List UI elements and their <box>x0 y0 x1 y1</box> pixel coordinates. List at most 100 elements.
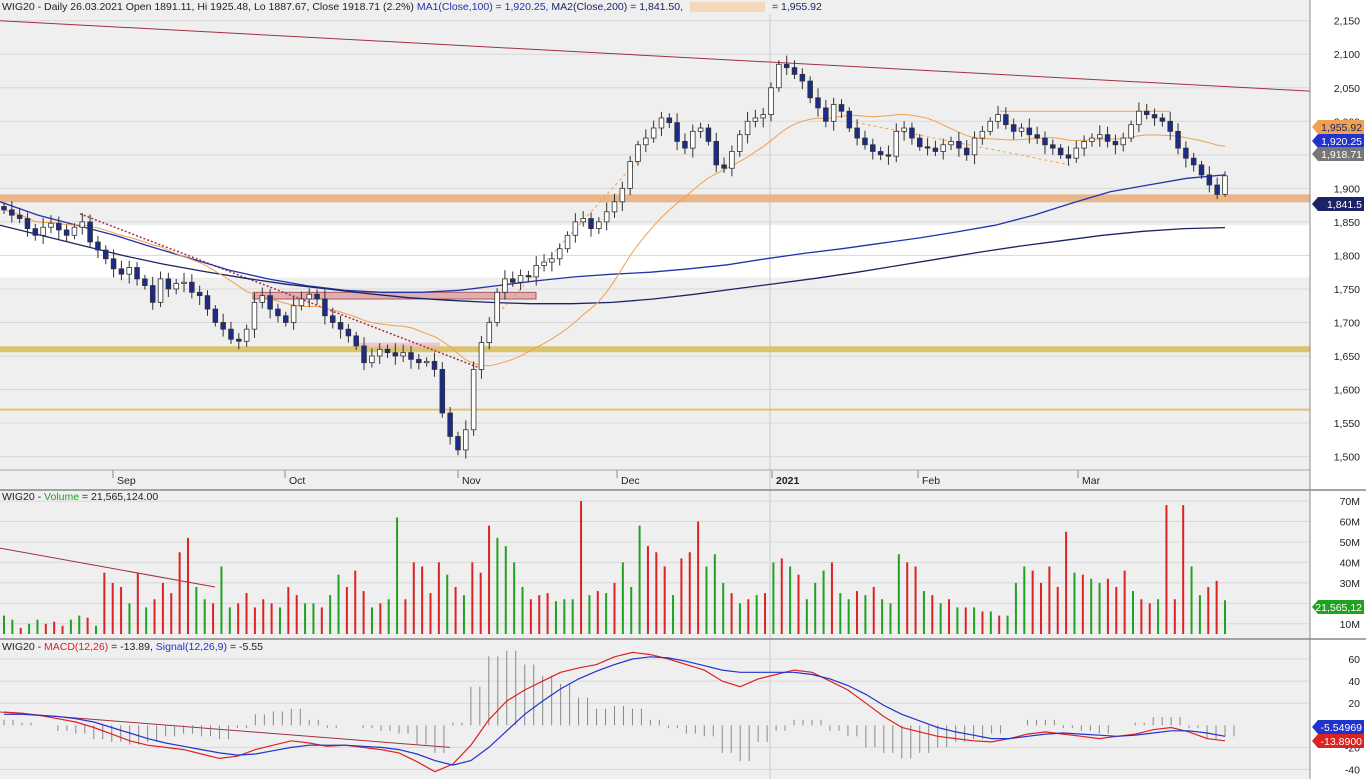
candle-body <box>1089 137 1095 142</box>
candle <box>502 270 508 300</box>
candle <box>705 123 712 146</box>
candle-body <box>71 226 78 236</box>
candle <box>948 136 954 151</box>
candle-body <box>596 221 602 229</box>
candle-body <box>979 130 986 139</box>
candle-body <box>416 358 422 364</box>
candle-body <box>971 137 978 156</box>
candle-body <box>259 295 266 303</box>
candle-body <box>948 141 954 146</box>
macd-panel-bg <box>0 639 1310 779</box>
candle-body <box>181 281 187 284</box>
candle <box>517 269 524 291</box>
candle-body <box>1026 127 1033 136</box>
candle <box>56 216 62 240</box>
candle <box>580 211 586 227</box>
candle-body <box>713 141 719 166</box>
candle <box>1065 146 1072 166</box>
ma2-price-badge: 1,841.5 <box>1312 197 1364 211</box>
candle-body <box>314 293 320 300</box>
candle-body <box>16 214 23 219</box>
candle-body <box>142 278 148 286</box>
candle <box>650 120 657 143</box>
price-tick-label: 1,800 <box>1334 250 1360 262</box>
candle <box>768 82 774 122</box>
candle-body <box>220 322 226 330</box>
candle-body <box>173 283 179 290</box>
candle-body <box>776 63 782 89</box>
candle-body <box>572 221 579 236</box>
candle <box>314 289 320 305</box>
candle <box>24 212 31 237</box>
candle <box>1183 141 1189 168</box>
macd-histogram <box>3 650 1235 762</box>
price-header-prefix: WIG20 - Daily 26.03.2021 Open 1891.11, H… <box>2 1 414 13</box>
candle <box>541 254 547 272</box>
price-tick-label: 1,850 <box>1334 217 1360 229</box>
candle <box>596 217 602 234</box>
candle-body <box>79 221 86 228</box>
candle <box>1151 108 1158 126</box>
candle-body <box>228 328 234 340</box>
candle-body <box>40 226 46 236</box>
candle-body <box>149 285 156 303</box>
candle-body <box>1112 141 1119 146</box>
candle-body <box>1120 137 1126 146</box>
ma100-line <box>0 174 1226 293</box>
candle <box>1136 102 1142 133</box>
candle-body <box>103 249 109 260</box>
candle <box>95 235 101 259</box>
candle <box>118 260 125 281</box>
candle <box>63 224 70 242</box>
candle-body <box>658 117 665 129</box>
candle-body <box>854 127 860 139</box>
candle-body <box>87 221 93 243</box>
candle <box>298 291 305 311</box>
candle <box>1089 133 1095 147</box>
candle <box>963 140 970 161</box>
candle <box>408 345 414 369</box>
candle <box>893 123 900 163</box>
candle <box>423 357 430 367</box>
candle-body <box>799 73 806 82</box>
candle <box>165 272 172 297</box>
price-panel-header: WIG20 - Daily 26.03.2021 Open 1891.11, H… <box>2 1 822 13</box>
candle <box>611 193 618 218</box>
candle <box>1190 152 1197 172</box>
candle <box>783 55 790 76</box>
candle-body <box>736 134 743 152</box>
ma2-price-badge-text: 1,841.5 <box>1327 199 1362 211</box>
candle <box>885 145 892 165</box>
ma2-price-badge-shape <box>1312 197 1364 211</box>
candle-body <box>556 248 563 260</box>
candle-body <box>267 295 273 310</box>
candle <box>353 331 359 350</box>
candle-body <box>204 295 211 310</box>
candle-body <box>666 117 673 124</box>
dashed-uptrend-line <box>489 157 641 323</box>
x-tick-label: Dec <box>621 475 640 487</box>
candle <box>901 121 907 141</box>
candle-body <box>1081 141 1087 149</box>
candle-body <box>494 291 500 323</box>
candle <box>877 146 884 161</box>
signal-badge-shape <box>1312 720 1364 734</box>
candle <box>243 324 250 347</box>
candle-body <box>298 298 305 307</box>
candle-body <box>126 267 132 275</box>
candle <box>1222 171 1228 197</box>
candle <box>1034 126 1040 145</box>
candle <box>189 274 195 299</box>
candle <box>643 129 649 153</box>
candle <box>721 157 727 173</box>
dotted-downtrend-line <box>79 213 481 369</box>
candle <box>924 138 931 156</box>
macd-badge: -13.8900 <box>1312 734 1364 748</box>
candle-body <box>157 278 164 303</box>
candle-body <box>1143 110 1150 115</box>
candle-body <box>486 322 493 343</box>
candle-body <box>862 137 868 146</box>
macd-tick-label: 40 <box>1348 676 1360 688</box>
candle-body <box>932 147 939 152</box>
